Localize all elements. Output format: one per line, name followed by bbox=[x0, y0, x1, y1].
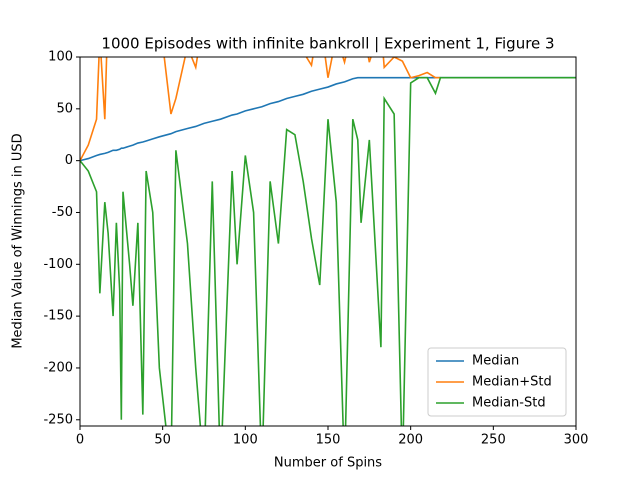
y-tick-label: 0 bbox=[65, 153, 73, 168]
x-tick-label: 200 bbox=[398, 433, 423, 448]
x-tick-label: 150 bbox=[316, 433, 341, 448]
legend-label: Median-Std bbox=[472, 396, 546, 411]
x-tick-label: 250 bbox=[481, 433, 506, 448]
x-tick-label: 300 bbox=[564, 433, 589, 448]
y-axis-label: Median Value of Winnings in USD bbox=[11, 133, 26, 348]
y-tick-label: -150 bbox=[43, 309, 73, 324]
series-line bbox=[80, 76, 576, 162]
y-tick-label: -250 bbox=[43, 412, 73, 427]
y-tick-label: -50 bbox=[52, 205, 73, 220]
plot-area bbox=[80, 57, 576, 426]
legend-label: Median+Std bbox=[472, 375, 552, 390]
y-tick-label: -200 bbox=[43, 360, 73, 375]
legend-box bbox=[427, 347, 567, 417]
series-line bbox=[80, 76, 576, 426]
chart-title: 1000 Episodes with infinite bankroll | E… bbox=[101, 35, 554, 53]
y-tick-label: 50 bbox=[56, 101, 73, 116]
x-tick-label: 50 bbox=[154, 433, 171, 448]
x-tick-label: 100 bbox=[233, 433, 258, 448]
y-tick-label: -100 bbox=[43, 257, 73, 272]
x-axis-label: Number of Spins bbox=[274, 456, 382, 471]
legend: Median Median+Std Median-Std bbox=[427, 347, 567, 417]
y-tick-label: 100 bbox=[48, 50, 73, 65]
x-tick-label: 0 bbox=[76, 433, 84, 448]
legend-label: Median bbox=[472, 354, 519, 369]
